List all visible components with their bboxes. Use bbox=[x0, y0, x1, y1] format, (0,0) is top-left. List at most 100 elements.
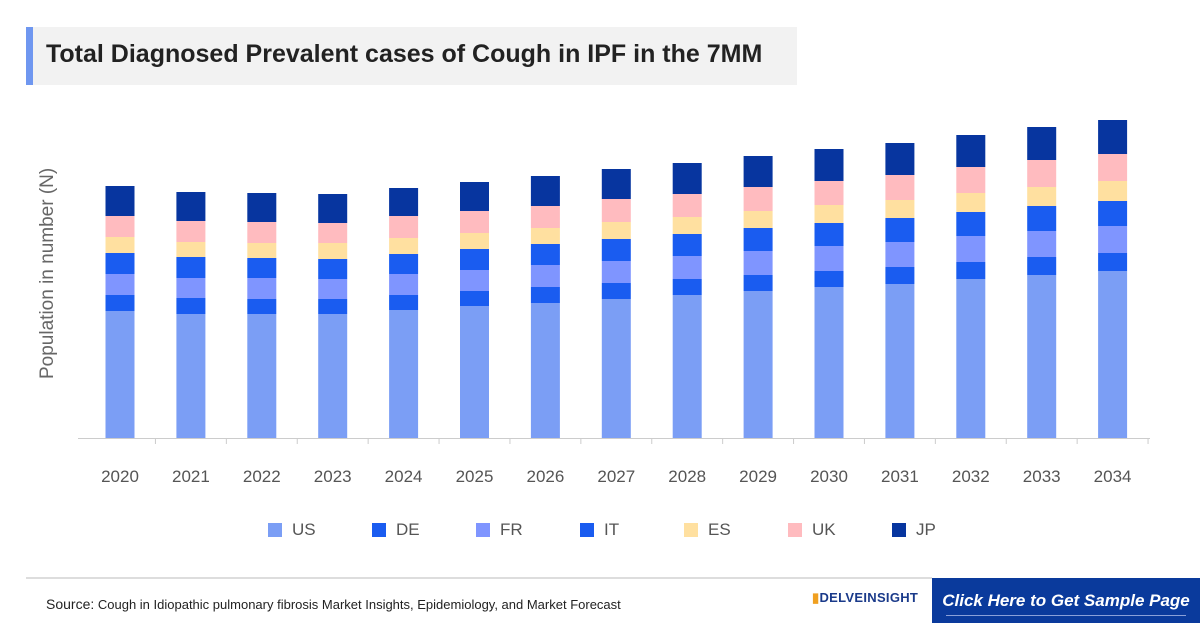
x-tick-label: 2030 bbox=[810, 467, 848, 486]
legend-item-fr: FR bbox=[476, 520, 580, 540]
bar-segment-uk-2026 bbox=[530, 206, 560, 228]
bar-segment-it-2026 bbox=[530, 244, 560, 265]
delveinsight-logo: ▮DELVEINSIGHT bbox=[812, 590, 919, 605]
bar-segment-fr-2034 bbox=[1098, 226, 1128, 253]
x-tick-label: 2026 bbox=[526, 467, 564, 486]
bar-segment-de-2032 bbox=[956, 262, 986, 279]
bar-segment-fr-2030 bbox=[814, 246, 844, 271]
x-tick-label: 2031 bbox=[881, 467, 919, 486]
bar-segment-us-2031 bbox=[885, 284, 915, 438]
source-note: Source: Cough in Idiopathic pulmonary fi… bbox=[46, 596, 621, 612]
bar-segment-fr-2021 bbox=[176, 278, 206, 298]
bar-segment-jp-2032 bbox=[956, 135, 986, 167]
bar-segment-uk-2027 bbox=[601, 199, 631, 222]
bar-segment-jp-2028 bbox=[672, 163, 702, 194]
bar-segment-jp-2025 bbox=[460, 182, 489, 211]
bar-segment-fr-2029 bbox=[743, 251, 773, 275]
x-tick-label: 2023 bbox=[314, 467, 352, 486]
legend-label: ES bbox=[708, 520, 731, 539]
bar-segment-es-2034 bbox=[1098, 181, 1128, 201]
bar-segment-fr-2026 bbox=[530, 265, 560, 287]
bar-segment-us-2026 bbox=[530, 303, 560, 438]
bar-segment-es-2033 bbox=[1027, 187, 1057, 206]
bar-segment-us-2032 bbox=[956, 279, 986, 438]
legend-label: FR bbox=[500, 520, 523, 539]
legend-item-de: DE bbox=[372, 520, 476, 540]
bar-segment-us-2023 bbox=[318, 314, 348, 438]
bar-segment-de-2031 bbox=[885, 267, 915, 284]
bar-segment-fr-2024 bbox=[389, 274, 419, 295]
bar-segment-it-2022 bbox=[247, 258, 277, 278]
bar-segment-jp-2033 bbox=[1027, 127, 1057, 160]
legend-item-it: IT bbox=[580, 520, 684, 540]
bar-segment-it-2021 bbox=[176, 257, 206, 278]
source-label: Source: bbox=[46, 596, 95, 612]
bar-segment-jp-2031 bbox=[885, 143, 915, 175]
bar-segment-uk-2025 bbox=[460, 211, 489, 233]
bar-segment-fr-2020 bbox=[105, 274, 135, 295]
bar-segment-us-2030 bbox=[814, 287, 844, 438]
bar-segment-us-2024 bbox=[389, 310, 419, 438]
bar-segment-es-2029 bbox=[743, 211, 773, 228]
bar-segment-us-2020 bbox=[105, 311, 135, 438]
x-tick-label: 2028 bbox=[668, 467, 706, 486]
bar-segment-jp-2024 bbox=[389, 188, 419, 216]
legend-swatch bbox=[372, 523, 386, 537]
bar-segment-uk-2032 bbox=[956, 167, 986, 193]
bar-segment-es-2025 bbox=[460, 233, 489, 249]
bar-segment-de-2024 bbox=[389, 295, 419, 310]
x-tick-label: 2033 bbox=[1023, 467, 1061, 486]
bar-segment-us-2025 bbox=[460, 306, 489, 438]
bar-segment-jp-2030 bbox=[814, 149, 844, 181]
source-text: Cough in Idiopathic pulmonary fibrosis M… bbox=[97, 597, 621, 612]
bar-segment-de-2029 bbox=[743, 275, 773, 291]
bar-segment-de-2033 bbox=[1027, 257, 1057, 275]
x-tick-label: 2021 bbox=[172, 467, 210, 486]
chart-title: Total Diagnosed Prevalent cases of Cough… bbox=[46, 40, 763, 68]
bar-segment-fr-2033 bbox=[1027, 231, 1057, 257]
get-sample-page-button[interactable]: Click Here to Get Sample Page bbox=[932, 578, 1200, 623]
bar-segment-es-2032 bbox=[956, 193, 986, 212]
bar-segment-es-2022 bbox=[247, 243, 277, 258]
bar-segment-us-2033 bbox=[1027, 275, 1057, 438]
bar-segment-jp-2022 bbox=[247, 193, 277, 222]
bar-segment-de-2026 bbox=[530, 287, 560, 303]
bar-segment-jp-2034 bbox=[1098, 120, 1128, 154]
legend-item-es: ES bbox=[684, 520, 788, 540]
legend-swatch bbox=[684, 523, 698, 537]
legend-label: JP bbox=[916, 520, 936, 539]
bar-segment-jp-2020 bbox=[105, 186, 135, 216]
bar-segment-uk-2023 bbox=[318, 223, 348, 243]
bar-segment-fr-2032 bbox=[956, 236, 986, 262]
bar-segment-de-2023 bbox=[318, 299, 348, 314]
bar-segment-es-2027 bbox=[601, 222, 631, 239]
legend-item-us: US bbox=[268, 520, 372, 540]
bar-segment-es-2031 bbox=[885, 200, 915, 218]
bar-segment-es-2026 bbox=[530, 228, 560, 244]
bar-segment-fr-2028 bbox=[672, 256, 702, 279]
bar-segment-it-2029 bbox=[743, 228, 773, 251]
bar-segment-it-2033 bbox=[1027, 206, 1057, 231]
legend-swatch bbox=[788, 523, 802, 537]
bar-segment-uk-2021 bbox=[176, 221, 206, 242]
x-tick-label: 2027 bbox=[597, 467, 635, 486]
bar-segment-us-2029 bbox=[743, 291, 773, 438]
bar-segment-jp-2021 bbox=[176, 192, 206, 221]
bar-segment-es-2028 bbox=[672, 217, 702, 234]
bar-segment-it-2024 bbox=[389, 254, 419, 274]
legend-swatch bbox=[268, 523, 282, 537]
legend-swatch bbox=[476, 523, 490, 537]
bar-segment-de-2025 bbox=[460, 291, 489, 306]
bar-segment-us-2028 bbox=[672, 295, 702, 438]
bar-segment-de-2020 bbox=[105, 295, 135, 311]
bar-segment-uk-2022 bbox=[247, 222, 277, 243]
bar-segment-it-2031 bbox=[885, 218, 915, 242]
bar-segment-it-2025 bbox=[460, 249, 489, 270]
bar-segment-uk-2020 bbox=[105, 216, 135, 237]
bar-segment-jp-2029 bbox=[743, 156, 773, 187]
bar-segment-uk-2028 bbox=[672, 194, 702, 217]
bar-segment-fr-2031 bbox=[885, 242, 915, 267]
x-tick-label: 2024 bbox=[385, 467, 423, 486]
bar-segment-us-2022 bbox=[247, 314, 277, 438]
bar-segment-it-2020 bbox=[105, 253, 135, 274]
